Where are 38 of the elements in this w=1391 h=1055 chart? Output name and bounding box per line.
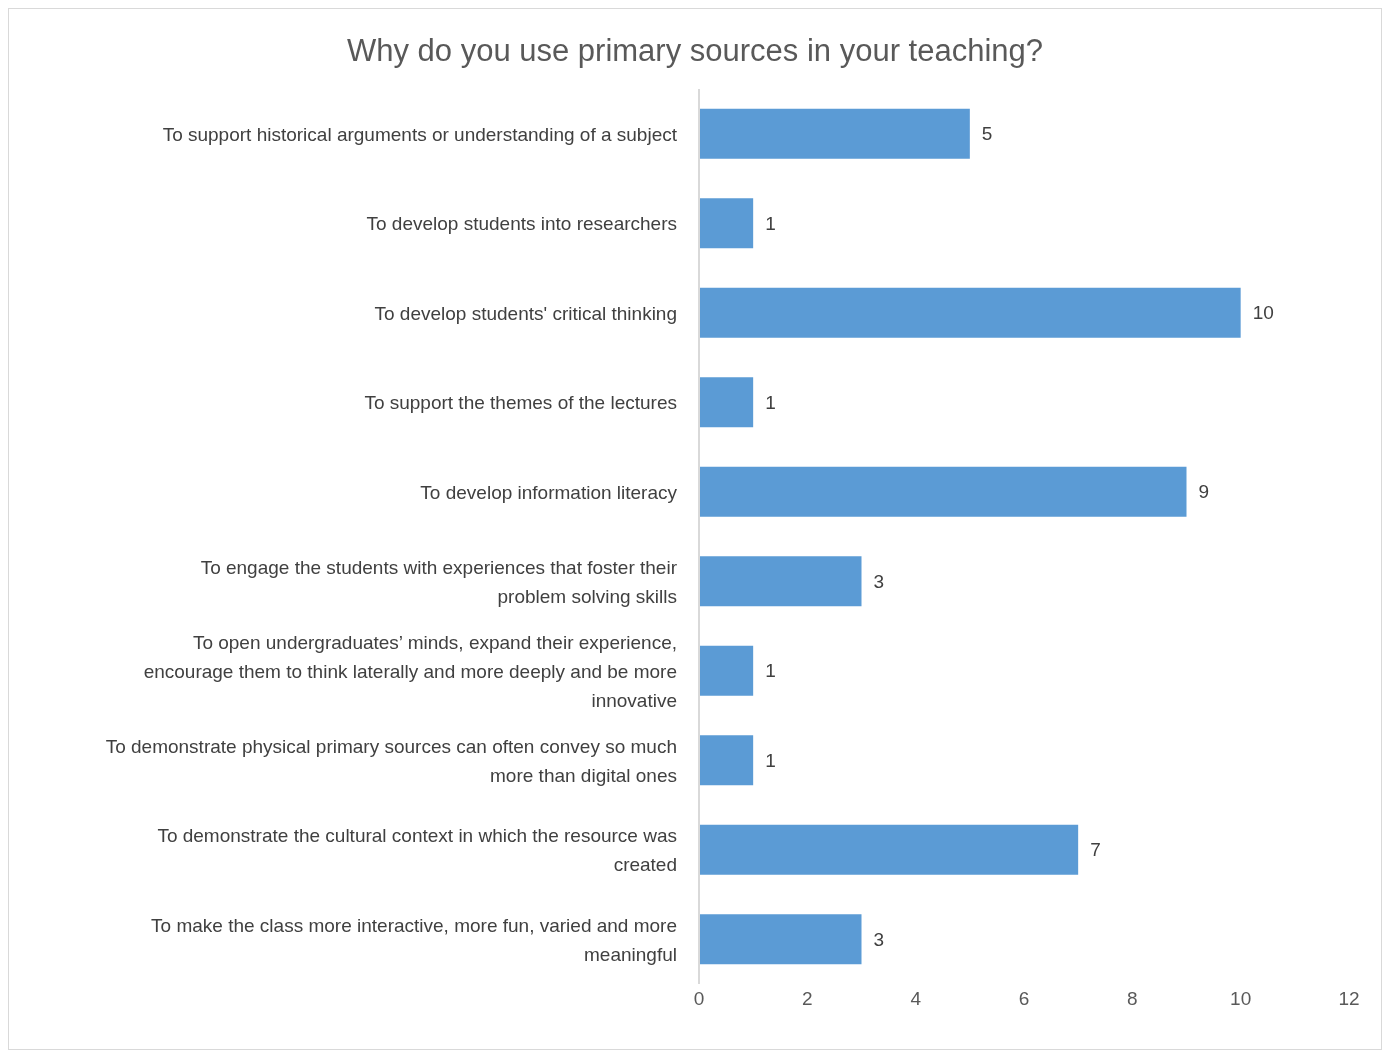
data-label: 1: [765, 660, 776, 682]
x-tick-label: 12: [1338, 988, 1360, 1010]
y-tick-label: To support historical arguments or understanding of a subject: [162, 123, 678, 145]
bar: [699, 556, 862, 607]
data-label: 5: [981, 123, 993, 145]
x-tick-label: 0: [693, 988, 705, 1010]
y-tick-label: To develop students' critical thinking: [374, 302, 677, 324]
bar: [699, 645, 754, 696]
bar: [699, 108, 970, 159]
data-label: 3: [873, 928, 885, 950]
bar: [699, 466, 1187, 517]
bar: [699, 735, 754, 786]
y-tick-label: To develop students into researchers: [366, 212, 677, 234]
y-tick-label: To make the class more interactive, more fun, varied and more meaningful: [151, 914, 677, 965]
x-tick-label: 8: [1127, 988, 1138, 1010]
x-tick-label: 4: [910, 988, 922, 1010]
y-tick-label: To develop information literacy: [420, 481, 678, 503]
bar: [699, 287, 1241, 338]
y-tick-label: To demonstrate the cultural context in which the resource was created: [157, 824, 677, 875]
bar: [699, 198, 754, 249]
data-label: 1: [765, 212, 776, 234]
x-tick-label: 2: [802, 988, 813, 1010]
y-tick-label: To engage the students with experiences that foster their problem solving skills: [200, 556, 678, 607]
chart-title: Why do you use primary sources in your teaching?: [345, 33, 1045, 69]
data-label: 3: [873, 570, 885, 592]
bar: [699, 377, 754, 428]
data-label: 10: [1252, 302, 1274, 324]
data-label: 7: [1090, 839, 1101, 861]
data-label: 9: [1198, 481, 1210, 503]
bar: [699, 824, 1079, 875]
data-label: 1: [765, 391, 776, 413]
bar: [699, 914, 862, 965]
y-tick-label: To open undergraduates’ minds, expand their experience, encourage them to think laterally and more deeply and be more innovative: [143, 631, 677, 711]
x-tick-label: 6: [1018, 988, 1030, 1010]
data-label: 1: [765, 749, 776, 771]
y-tick-label: To demonstrate physical primary sources can often convey so much more than digital ones: [105, 735, 677, 786]
y-tick-label: To support the themes of the lectures: [364, 391, 677, 413]
x-tick-label: 10: [1230, 988, 1252, 1010]
